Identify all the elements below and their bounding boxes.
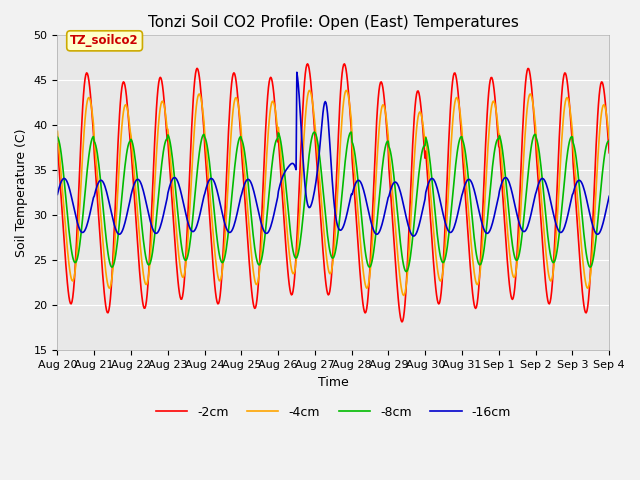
-2cm	[177, 294, 184, 300]
Title: Tonzi Soil CO2 Profile: Open (East) Temperatures: Tonzi Soil CO2 Profile: Open (East) Temp…	[148, 15, 519, 30]
-4cm	[54, 129, 61, 134]
Legend: -2cm, -4cm, -8cm, -16cm: -2cm, -4cm, -8cm, -16cm	[150, 401, 516, 424]
-2cm	[605, 150, 613, 156]
-4cm	[177, 264, 184, 270]
Line: -8cm: -8cm	[58, 132, 609, 272]
X-axis label: Time: Time	[318, 376, 349, 389]
-4cm	[402, 286, 410, 291]
-16cm	[63, 180, 71, 185]
Line: -16cm: -16cm	[58, 72, 609, 236]
Text: TZ_soilco2: TZ_soilco2	[70, 35, 139, 48]
-4cm	[605, 136, 613, 142]
-16cm	[410, 233, 417, 239]
-4cm	[399, 292, 407, 298]
-4cm	[205, 185, 213, 191]
-16cm	[177, 186, 184, 192]
-8cm	[120, 170, 128, 176]
-2cm	[63, 280, 71, 286]
-16cm	[418, 210, 426, 216]
-4cm	[418, 115, 426, 120]
-8cm	[63, 212, 71, 217]
-8cm	[403, 269, 410, 275]
Y-axis label: Soil Temperature (C): Soil Temperature (C)	[15, 129, 28, 257]
-2cm	[54, 141, 61, 147]
-16cm	[54, 192, 61, 197]
-8cm	[205, 159, 213, 165]
Line: -4cm: -4cm	[58, 91, 609, 295]
-16cm	[605, 193, 613, 199]
-2cm	[418, 115, 426, 120]
Line: -2cm: -2cm	[58, 64, 609, 322]
-4cm	[120, 105, 128, 111]
-8cm	[54, 134, 61, 140]
-8cm	[401, 267, 409, 273]
-16cm	[205, 177, 213, 183]
-8cm	[310, 129, 318, 135]
-4cm	[63, 246, 71, 252]
-2cm	[402, 289, 410, 295]
-16cm	[401, 209, 409, 215]
-2cm	[398, 319, 406, 325]
-8cm	[177, 233, 184, 239]
-2cm	[205, 211, 213, 216]
-2cm	[120, 80, 128, 85]
-4cm	[342, 88, 350, 94]
-16cm	[293, 70, 301, 75]
-16cm	[120, 223, 128, 228]
-2cm	[304, 61, 312, 67]
-8cm	[605, 139, 613, 144]
-8cm	[418, 149, 426, 155]
